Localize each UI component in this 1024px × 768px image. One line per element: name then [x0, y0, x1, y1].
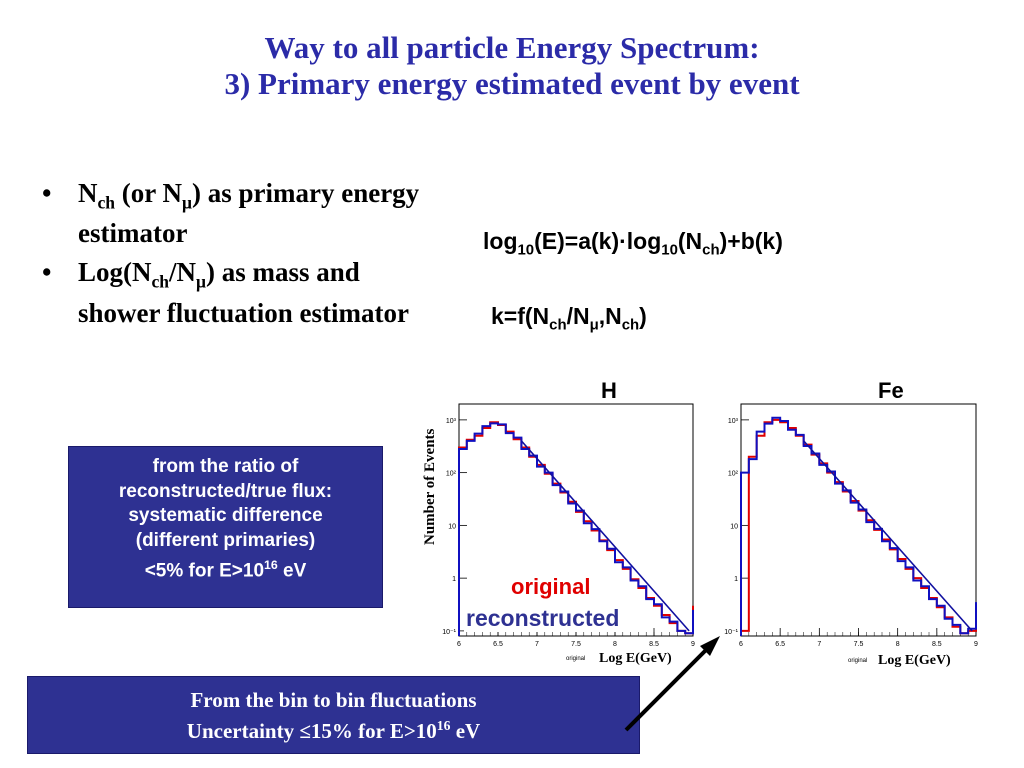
y-tick-label: 10 [730, 523, 738, 530]
y-tick-label: 10³ [446, 418, 457, 425]
y-axis-label: Number of Events [422, 428, 438, 545]
x-tick-label: 6.5 [493, 641, 503, 648]
title-line-2: 3) Primary energy estimated event by eve… [224, 66, 800, 101]
box-line: reconstructed/true flux: [118, 480, 333, 502]
x-tick-label: 7 [817, 641, 821, 648]
bullet-sub: μ [182, 192, 192, 213]
bullet-text: Log(N [78, 257, 152, 288]
title-line-1: Way to all particle Energy Spectrum: [264, 30, 760, 65]
y-tick-label: 10³ [728, 418, 739, 425]
y-tick-label: 10 [448, 523, 456, 530]
bullet-text: (or N [115, 178, 183, 208]
y-tick-label: 1 [734, 576, 738, 583]
box-line: Uncertainty ≤15% for E>1016 eV [186, 718, 481, 743]
box-line: From the bin to bin fluctuations [190, 688, 477, 712]
x-axis-label-h: Log E(GeV) [599, 651, 672, 666]
plot-title-fe: Fe [878, 378, 904, 403]
x-tick-label: 6 [739, 641, 743, 648]
y-tick-label: 10² [728, 471, 739, 478]
x-tick-label: 7.5 [571, 641, 581, 648]
bullet-text: /N [169, 257, 197, 288]
fit-line [803, 440, 973, 632]
bullet-sub: ch [97, 192, 116, 213]
fit-line [520, 440, 690, 632]
bullet-item-2: • Log(Nch/Nμ) as mass and shower fluctua… [42, 257, 442, 328]
x-tick-label: 7 [535, 641, 539, 648]
x-tick-label: 8 [613, 641, 617, 648]
y-tick-label: 10² [446, 471, 457, 478]
bullet-text: ) as primary energy estimator [78, 178, 420, 249]
y-tick-label: 1 [452, 576, 456, 583]
box-line: (different primaries) [135, 529, 316, 551]
fluctuation-note-box: From the bin to bin fluctuations Uncerta… [27, 676, 640, 754]
formula-energy: log10(E)=a(k)·log10(Nch)+b(k) [483, 228, 783, 259]
x-tick-label: 9 [974, 641, 978, 648]
series-reconstructed [740, 416, 977, 636]
series-original [740, 418, 977, 636]
slide-title: Way to all particle Energy Spectrum: 3) … [0, 30, 1024, 102]
tiny-label-h: original [566, 656, 586, 662]
box-line: systematic difference [128, 505, 323, 526]
histogram-fe: 6 6.5 7 7.5 8 8.5 9 10⁻¹ 1 10 10² 10³ [724, 403, 978, 648]
x-tick-label: 6.5 [775, 641, 785, 648]
box-line: <5% for E>1016 eV [144, 558, 307, 582]
y-tick-label: 10⁻¹ [724, 629, 738, 636]
x-tick-label: 8.5 [649, 641, 659, 648]
bullet-list: • Nch (or Nμ) as primary energy estimato… [42, 178, 442, 337]
plot-frame [740, 403, 977, 637]
legend-original: original [511, 574, 591, 599]
bullet-dot: • [42, 178, 52, 208]
plot-title-h: H [601, 378, 617, 403]
arrow-head [700, 636, 720, 656]
systematic-note-box: from the ratio of reconstructed/true flu… [68, 446, 383, 608]
tiny-label-fe: original [848, 658, 868, 664]
bullet-sub: μ [196, 271, 206, 292]
y-tick-label: 10⁻¹ [442, 629, 456, 636]
box-line: from the ratio of [152, 456, 299, 477]
x-tick-label: 9 [691, 641, 695, 648]
x-tick-label: 8 [896, 641, 900, 648]
x-axis-label-fe: Log E(GeV) [878, 653, 951, 668]
bullet-dot: • [42, 257, 52, 288]
bullet-sub: ch [151, 271, 170, 292]
formula-k: k=f(Nch/Nμ,Nch) [491, 303, 647, 334]
bullet-item-1: • Nch (or Nμ) as primary energy estimato… [42, 178, 442, 249]
x-tick-label: 7.5 [854, 641, 864, 648]
bullet-text: ) as mass and shower fluctuation estimat… [78, 257, 409, 328]
x-tick-label: 6 [457, 641, 461, 648]
plot-frame [458, 403, 694, 637]
x-tick-label: 8.5 [932, 641, 942, 648]
legend-reconstructed: reconstructed [464, 605, 622, 632]
series-original [458, 421, 694, 636]
bullet-text: N [78, 178, 98, 208]
